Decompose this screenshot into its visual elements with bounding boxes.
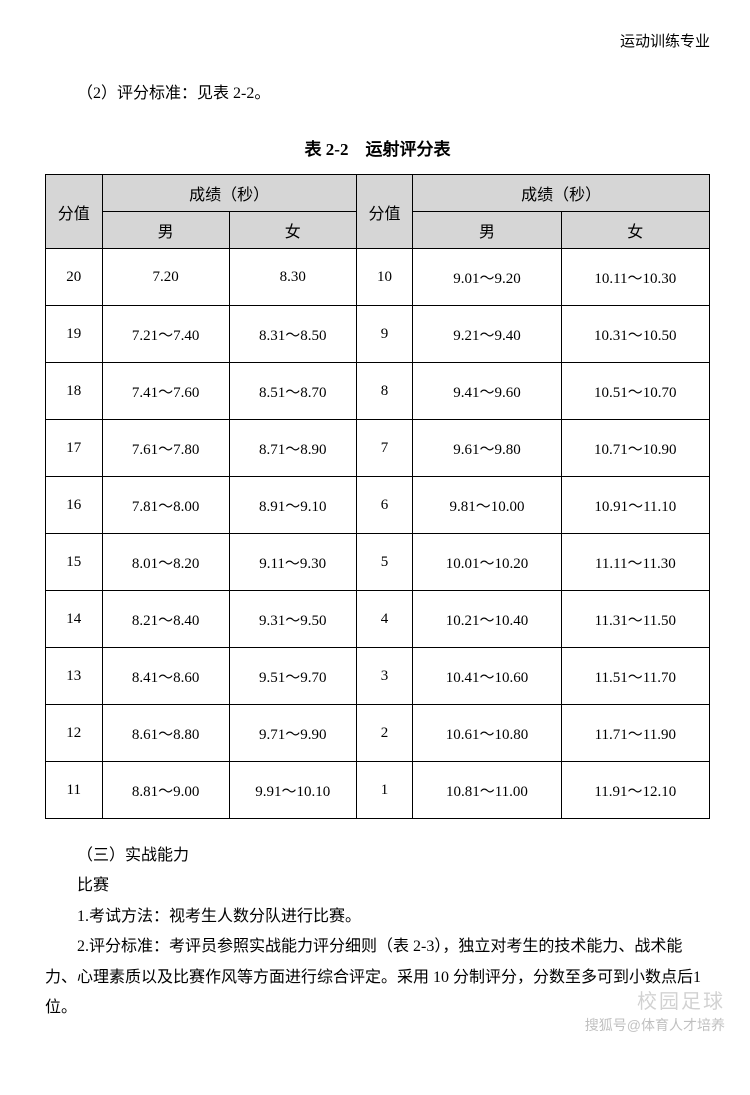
table-cell: 11.51～11.70	[561, 648, 709, 705]
table-cell: 3	[356, 648, 413, 705]
table-cell: 6	[356, 477, 413, 534]
table-cell: 5	[356, 534, 413, 591]
section-heading: （三）实战能力	[45, 841, 710, 871]
table-cell: 19	[46, 306, 103, 363]
table-cell: 14	[46, 591, 103, 648]
table-cell: 10.51～10.70	[561, 363, 709, 420]
table-row: 158.01～8.209.11～9.30510.01～10.2011.11～11…	[46, 534, 710, 591]
th-male-1: 男	[102, 212, 229, 249]
th-perf-2: 成绩（秒）	[413, 175, 710, 212]
table-cell: 11.31～11.50	[561, 591, 709, 648]
table-cell: 8.51～8.70	[229, 363, 356, 420]
th-score-2: 分值	[356, 175, 413, 249]
table-cell: 7	[356, 420, 413, 477]
watermark-line1: 校园足球	[585, 988, 725, 1016]
table-cell: 10.01～10.20	[413, 534, 561, 591]
table-cell: 10.31～10.50	[561, 306, 709, 363]
th-perf-1: 成绩（秒）	[102, 175, 356, 212]
table-cell: 15	[46, 534, 103, 591]
intro-text: （2）评分标准：见表 2-2。	[45, 79, 710, 103]
table-cell: 11.91～12.10	[561, 762, 709, 819]
table-cell: 9.41～9.60	[413, 363, 561, 420]
table-cell: 7.20	[102, 249, 229, 306]
table-cell: 10	[356, 249, 413, 306]
table-cell: 10.11～10.30	[561, 249, 709, 306]
th-female-1: 女	[229, 212, 356, 249]
table-cell: 7.81～8.00	[102, 477, 229, 534]
table-cell: 8	[356, 363, 413, 420]
table-cell: 9.21～9.40	[413, 306, 561, 363]
th-female-2: 女	[561, 212, 709, 249]
table-cell: 9.71～9.90	[229, 705, 356, 762]
table-cell: 7.61～7.80	[102, 420, 229, 477]
table-cell: 9.11～9.30	[229, 534, 356, 591]
table-cell: 11.71～11.90	[561, 705, 709, 762]
table-cell: 8.91～9.10	[229, 477, 356, 534]
table-cell: 9.01～9.20	[413, 249, 561, 306]
page-header-right: 运动训练专业	[45, 30, 710, 51]
table-cell: 16	[46, 477, 103, 534]
table-cell: 8.30	[229, 249, 356, 306]
table-row: 197.21～7.408.31～8.5099.21～9.4010.31～10.5…	[46, 306, 710, 363]
table-row: 187.41～7.608.51～8.7089.41～9.6010.51～10.7…	[46, 363, 710, 420]
th-male-2: 男	[413, 212, 561, 249]
table-cell: 10.91～11.10	[561, 477, 709, 534]
table-cell: 10.81～11.00	[413, 762, 561, 819]
table-cell: 9.91～10.10	[229, 762, 356, 819]
table-cell: 10.21～10.40	[413, 591, 561, 648]
table-cell: 9.51～9.70	[229, 648, 356, 705]
table-row: 167.81～8.008.91～9.1069.81～10.0010.91～11.…	[46, 477, 710, 534]
table-row: 138.41～8.609.51～9.70310.41～10.6011.51～11…	[46, 648, 710, 705]
table-cell: 9.31～9.50	[229, 591, 356, 648]
table-cell: 18	[46, 363, 103, 420]
table-cell: 13	[46, 648, 103, 705]
score-table: 分值 成绩（秒） 分值 成绩（秒） 男 女 男 女 207.208.30109.…	[45, 174, 710, 819]
table-row: 118.81～9.009.91～10.10110.81～11.0011.91～1…	[46, 762, 710, 819]
table-cell: 8.21～8.40	[102, 591, 229, 648]
body-p0: 比赛	[45, 871, 710, 901]
table-cell: 17	[46, 420, 103, 477]
table-cell: 10.71～10.90	[561, 420, 709, 477]
table-cell: 8.61～8.80	[102, 705, 229, 762]
table-cell: 9.81～10.00	[413, 477, 561, 534]
table-cell: 8.01～8.20	[102, 534, 229, 591]
table-cell: 12	[46, 705, 103, 762]
th-score-1: 分值	[46, 175, 103, 249]
table-cell: 9.61～9.80	[413, 420, 561, 477]
table-row: 128.61～8.809.71～9.90210.61～10.8011.71～11…	[46, 705, 710, 762]
body-p1: 1.考试方法：视考生人数分队进行比赛。	[45, 902, 710, 932]
table-cell: 8.81～9.00	[102, 762, 229, 819]
table-cell: 11	[46, 762, 103, 819]
table-cell: 1	[356, 762, 413, 819]
table-caption: 表 2-2 运射评分表	[45, 135, 710, 160]
table-cell: 9	[356, 306, 413, 363]
table-cell: 2	[356, 705, 413, 762]
table-cell: 20	[46, 249, 103, 306]
table-cell: 7.41～7.60	[102, 363, 229, 420]
table-cell: 10.41～10.60	[413, 648, 561, 705]
watermark: 校园足球 搜狐号@体育人才培养	[585, 988, 725, 1036]
watermark-line2: 搜狐号@体育人才培养	[585, 1016, 725, 1036]
table-row: 148.21～8.409.31～9.50410.21～10.4011.31～11…	[46, 591, 710, 648]
table-row: 207.208.30109.01～9.2010.11～10.30	[46, 249, 710, 306]
table-row: 177.61～7.808.71～8.9079.61～9.8010.71～10.9…	[46, 420, 710, 477]
table-cell: 8.41～8.60	[102, 648, 229, 705]
table-cell: 10.61～10.80	[413, 705, 561, 762]
table-cell: 4	[356, 591, 413, 648]
table-cell: 11.11～11.30	[561, 534, 709, 591]
table-cell: 8.71～8.90	[229, 420, 356, 477]
table-cell: 7.21～7.40	[102, 306, 229, 363]
table-cell: 8.31～8.50	[229, 306, 356, 363]
